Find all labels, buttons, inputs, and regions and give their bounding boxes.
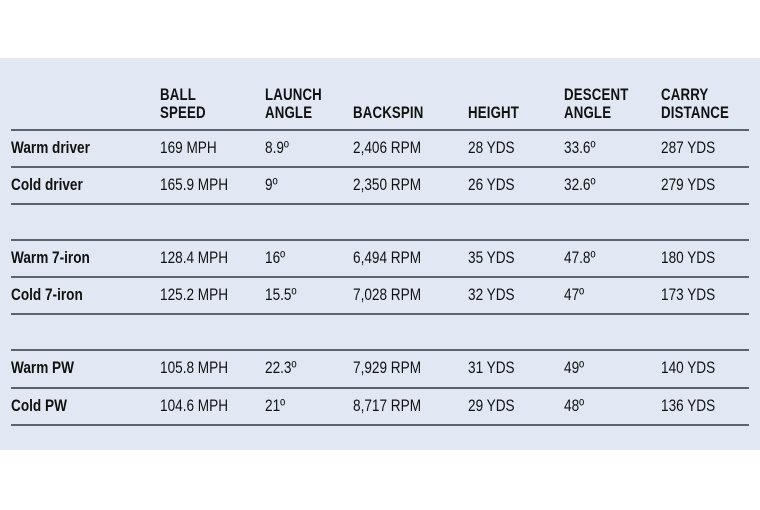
header-line: HEIGHT bbox=[468, 103, 520, 122]
backspin-cell: 8,717 RPM bbox=[353, 396, 422, 415]
backspin-cell: 7,929 RPM bbox=[353, 358, 422, 377]
header-line: DESCENT bbox=[564, 85, 629, 104]
ball-speed-cell: 169 MPH bbox=[160, 138, 217, 157]
row-divider bbox=[11, 129, 749, 131]
launch-angle-cell: 9º bbox=[265, 175, 278, 194]
col-header-height: HEIGHT bbox=[468, 104, 519, 122]
carry-distance-cell: 136 YDS bbox=[661, 396, 716, 415]
carry-distance-cell: 279 YDS bbox=[661, 175, 716, 194]
col-header-carry-distance: CARRY DISTANCE bbox=[661, 86, 729, 122]
height-cell: 32 YDS bbox=[468, 285, 515, 304]
row-label: Warm 7-iron bbox=[11, 248, 90, 267]
carry-distance-cell: 173 YDS bbox=[661, 285, 716, 304]
ball-speed-cell: 104.6 MPH bbox=[160, 396, 229, 415]
height-cell: 26 YDS bbox=[468, 175, 515, 194]
header-line: ANGLE bbox=[265, 103, 313, 122]
header-line: DISTANCE bbox=[661, 103, 730, 122]
descent-angle-cell: 47.8º bbox=[564, 248, 596, 267]
row-divider bbox=[11, 313, 749, 315]
row-divider bbox=[11, 424, 749, 426]
backspin-cell: 2,350 RPM bbox=[353, 175, 422, 194]
ball-speed-cell: 165.9 MPH bbox=[160, 175, 229, 194]
launch-angle-cell: 8.9º bbox=[265, 138, 289, 157]
row-label: Warm PW bbox=[11, 358, 74, 377]
backspin-cell: 7,028 RPM bbox=[353, 285, 422, 304]
header-line: LAUNCH bbox=[265, 85, 322, 104]
row-label: Cold 7-iron bbox=[11, 285, 83, 304]
data-table-panel: BALL SPEED LAUNCH ANGLE BACKSPIN HEIGHT … bbox=[0, 58, 760, 450]
descent-angle-cell: 48º bbox=[564, 396, 585, 415]
descent-angle-cell: 32.6º bbox=[564, 175, 596, 194]
row-divider bbox=[11, 203, 749, 205]
backspin-cell: 6,494 RPM bbox=[353, 248, 422, 267]
header-line: SPEED bbox=[160, 103, 206, 122]
row-divider bbox=[11, 349, 749, 351]
row-label: Cold PW bbox=[11, 396, 67, 415]
backspin-cell: 2,406 RPM bbox=[353, 138, 422, 157]
launch-angle-cell: 22.3º bbox=[265, 358, 297, 377]
height-cell: 35 YDS bbox=[468, 248, 515, 267]
descent-angle-cell: 33.6º bbox=[564, 138, 596, 157]
row-divider bbox=[11, 166, 749, 168]
row-divider bbox=[11, 387, 749, 389]
row-divider bbox=[11, 239, 749, 241]
launch-angle-cell: 21º bbox=[265, 396, 286, 415]
descent-angle-cell: 47º bbox=[564, 285, 585, 304]
col-header-descent-angle: DESCENT ANGLE bbox=[564, 86, 628, 122]
header-line: BALL bbox=[160, 85, 196, 104]
ball-speed-cell: 105.8 MPH bbox=[160, 358, 229, 377]
row-divider bbox=[11, 276, 749, 278]
col-header-ball-speed: BALL SPEED bbox=[160, 86, 206, 122]
height-cell: 31 YDS bbox=[468, 358, 515, 377]
carry-distance-cell: 140 YDS bbox=[661, 358, 716, 377]
ball-speed-cell: 125.2 MPH bbox=[160, 285, 229, 304]
carry-distance-cell: 180 YDS bbox=[661, 248, 716, 267]
ball-speed-cell: 128.4 MPH bbox=[160, 248, 229, 267]
col-header-backspin: BACKSPIN bbox=[353, 104, 424, 122]
header-line: BACKSPIN bbox=[353, 103, 424, 122]
header-line: CARRY bbox=[661, 85, 709, 104]
col-header-launch-angle: LAUNCH ANGLE bbox=[265, 86, 322, 122]
row-label: Cold driver bbox=[11, 175, 83, 194]
descent-angle-cell: 49º bbox=[564, 358, 585, 377]
height-cell: 29 YDS bbox=[468, 396, 515, 415]
header-line: ANGLE bbox=[564, 103, 612, 122]
row-label: Warm driver bbox=[11, 138, 90, 157]
launch-angle-cell: 15.5º bbox=[265, 285, 297, 304]
launch-angle-cell: 16º bbox=[265, 248, 286, 267]
height-cell: 28 YDS bbox=[468, 138, 515, 157]
carry-distance-cell: 287 YDS bbox=[661, 138, 716, 157]
